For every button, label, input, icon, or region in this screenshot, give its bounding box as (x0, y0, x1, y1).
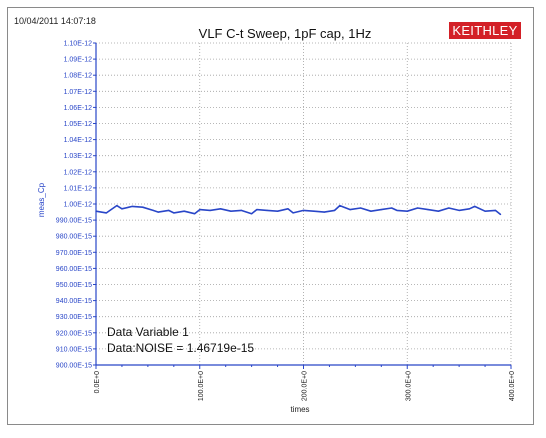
data-point (131, 205, 133, 207)
y-tick-label: 900.00E-15 (56, 363, 92, 370)
data-point (95, 210, 97, 212)
y-tick-label: 990.00E-15 (56, 218, 92, 225)
data-point (360, 207, 362, 209)
x-tick-label: 100.0E+0 (198, 371, 205, 401)
data-point (194, 213, 196, 215)
y-tick-label: 1.08E-12 (64, 73, 93, 80)
y-tick-label: 1.06E-12 (64, 105, 93, 112)
y-tick-label: 920.00E-15 (56, 330, 92, 337)
timestamp: 10/04/2011 14:07:18 (14, 16, 96, 26)
data-point (121, 208, 123, 210)
data-point (484, 210, 486, 212)
data-point (396, 209, 398, 211)
y-tick-label: 1.05E-12 (64, 121, 93, 128)
data-point (323, 211, 325, 213)
data-point (313, 210, 315, 212)
y-tick-label: 1.02E-12 (64, 169, 93, 176)
series (95, 204, 502, 216)
data-point (251, 213, 253, 215)
data-point (219, 208, 222, 210)
data-point (474, 205, 476, 207)
data-point (256, 209, 258, 211)
data-point (240, 209, 242, 211)
data-point (500, 213, 502, 216)
y-tick-labels: 1.10E-12 1.09E-12 1.08E-12 1.07E-12 1.06E-12… (56, 41, 92, 370)
data-point (266, 209, 268, 211)
data-point (183, 210, 185, 212)
data-point (116, 205, 118, 207)
x-tick-label: 300.0E+0 (405, 371, 412, 401)
x-axis-label: times (290, 405, 309, 414)
y-tick-label: 1.01E-12 (64, 185, 93, 192)
data-point (349, 209, 351, 211)
data-point (406, 210, 408, 212)
x-tick-label: 400.0E+0 (509, 371, 516, 401)
axes (93, 42, 512, 369)
data-point (339, 205, 341, 207)
data-point (230, 210, 232, 212)
y-tick-label: 940.00E-15 (56, 298, 92, 305)
x-tick-label: 200.0E+0 (302, 371, 309, 401)
data-point (494, 209, 496, 211)
y-tick-label: 950.00E-15 (56, 282, 92, 289)
data-point (437, 210, 439, 212)
data-point (152, 209, 154, 211)
data-point (427, 209, 429, 211)
data-point (157, 211, 159, 213)
data-point (199, 209, 201, 211)
x-tick-label: 0.0E+0 (94, 371, 101, 393)
data-point (168, 209, 170, 211)
data-point (277, 210, 279, 212)
data-point (380, 209, 382, 211)
x-tick-labels: 0.0E+0 100.0E+0 200.0E+0 300.0E+0 400.0E+0 (94, 371, 516, 401)
data-point (287, 208, 289, 210)
y-tick-label: 1.09E-12 (64, 57, 93, 64)
data-point (105, 212, 107, 214)
annotation-noise: Data:NOISE = 1.46719e-15 (107, 341, 255, 355)
data-point (302, 209, 305, 211)
y-tick-label: 930.00E-15 (56, 314, 92, 321)
series-line (95, 204, 502, 216)
data-point (448, 207, 450, 209)
data-point (458, 209, 460, 211)
y-tick-label: 1.07E-12 (64, 89, 93, 96)
data-point (370, 210, 372, 212)
chart-frame (7, 7, 534, 425)
y-tick-label: 1.00E-12 (64, 202, 93, 209)
data-point (391, 207, 393, 209)
grid-lines (95, 42, 512, 366)
data-point (173, 212, 175, 214)
y-tick-label: 970.00E-15 (56, 250, 92, 257)
keithley-logo: KEITHLEY (449, 22, 521, 39)
data-point (209, 209, 211, 211)
y-tick-label: 1.04E-12 (64, 137, 93, 144)
data-point (334, 209, 336, 211)
y-axis-label: meas_Cp (37, 182, 46, 217)
y-tick-label: 910.00E-15 (56, 346, 92, 353)
y-tick-label: 980.00E-15 (56, 234, 92, 241)
annotation-data-variable: Data Variable 1 (107, 325, 189, 339)
y-tick-label: 1.10E-12 (64, 41, 93, 48)
chart-title: VLF C-t Sweep, 1pF cap, 1Hz (198, 26, 372, 41)
data-point (468, 208, 471, 210)
data-point (292, 212, 294, 214)
y-tick-label: 1.03E-12 (64, 153, 93, 160)
data-point (417, 207, 419, 209)
y-tick-label: 960.00E-15 (56, 266, 92, 273)
data-point (142, 206, 144, 208)
